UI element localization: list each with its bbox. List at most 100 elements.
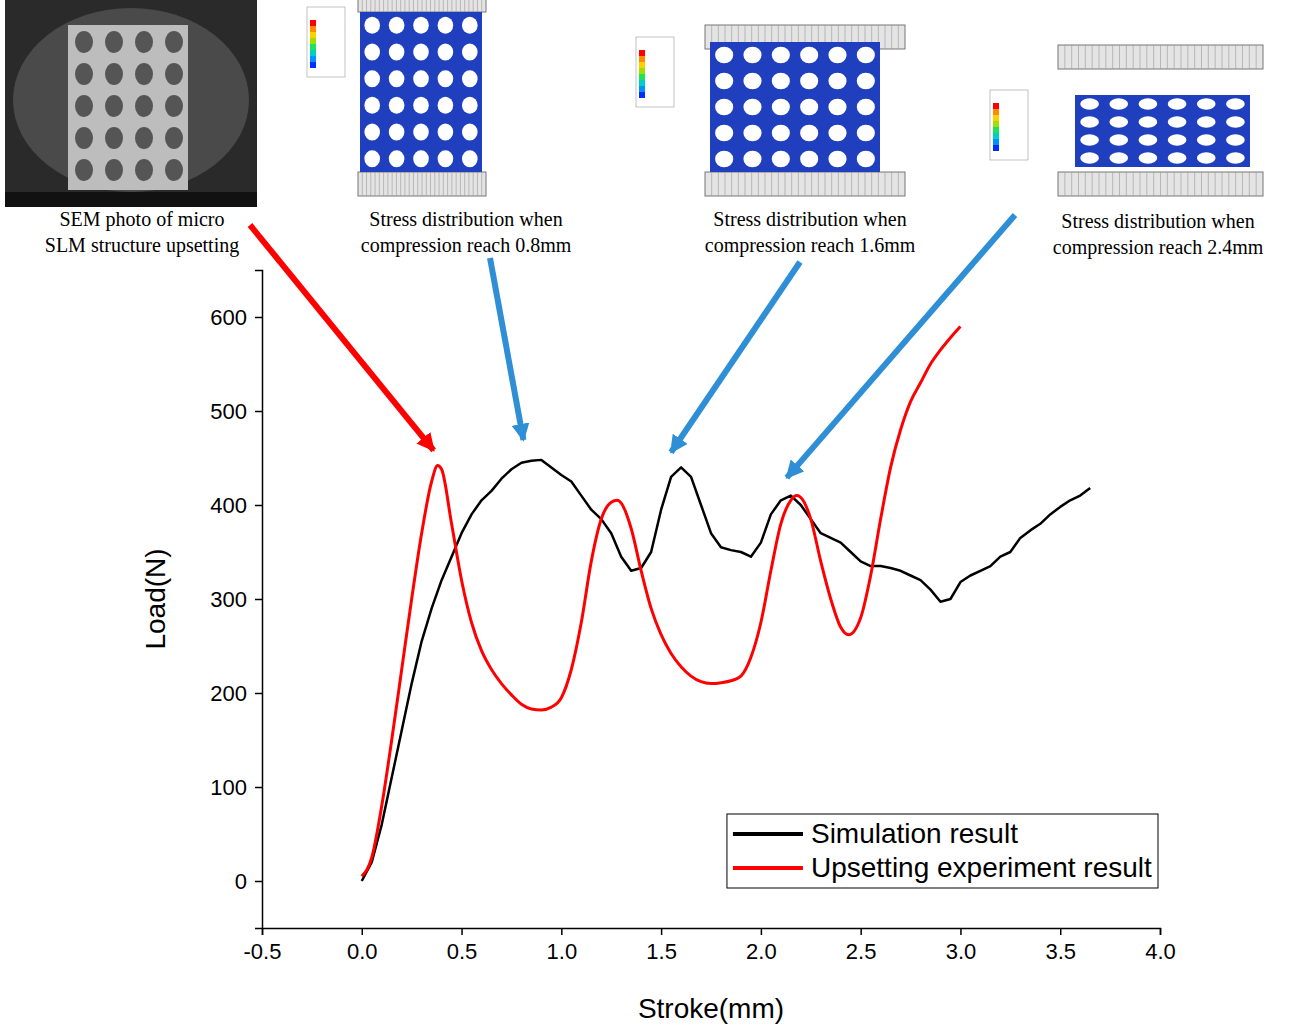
platen-grid: [858, 172, 859, 196]
lattice-cell: [715, 99, 733, 116]
y-tick-mark: [255, 599, 262, 601]
platen-grid: [1160, 172, 1161, 196]
lattice-cell: [1080, 152, 1099, 164]
platen-grid: [711, 172, 712, 196]
lattice-cell: [800, 99, 818, 116]
x-tick-label: 0.5: [447, 939, 478, 964]
stress-inset: [636, 25, 905, 196]
platen-grid: [1181, 172, 1182, 196]
legend-label: Upsetting experiment result: [811, 852, 1152, 883]
x-tick-label: 3.0: [946, 939, 977, 964]
platen-grid: [1105, 45, 1106, 69]
x-tick: 0.5: [447, 928, 478, 964]
platen-grid: [422, 0, 423, 12]
legend-label: Simulation result: [811, 818, 1018, 849]
platen-grid: [1153, 172, 1154, 196]
platen-grid: [1112, 172, 1113, 196]
annotation: Stress distribution whencompression reac…: [705, 208, 916, 257]
x-tick-mark: [960, 928, 962, 935]
platen-grid: [413, 0, 414, 12]
platen-grid: [811, 172, 812, 196]
photo-pore: [105, 31, 123, 53]
contour-key: [636, 37, 674, 107]
legend-item: Simulation result: [733, 818, 1018, 849]
platen-grid: [451, 172, 452, 196]
lattice-cell: [772, 47, 790, 64]
photo-pore: [135, 31, 153, 53]
platen-grid: [366, 0, 367, 12]
platen: [358, 0, 486, 12]
lattice-cell: [462, 17, 478, 34]
platen-grid: [851, 172, 852, 196]
platen-grid: [885, 25, 886, 49]
lattice-cell: [1197, 98, 1216, 110]
plot-marks: [362, 326, 1090, 881]
platen-grid: [447, 0, 448, 12]
platen-grid: [439, 172, 440, 196]
annotation-arrow: [490, 258, 523, 440]
y-tick-label: 100: [210, 775, 247, 800]
platen-grid: [1146, 172, 1147, 196]
lattice-cell: [1197, 134, 1216, 146]
platen-grid: [370, 0, 371, 12]
platen-grid: [878, 172, 879, 196]
platen-grid: [426, 172, 427, 196]
platen-grid: [838, 172, 839, 196]
legend-item: Upsetting experiment result: [733, 852, 1152, 883]
lattice-cell: [772, 151, 790, 168]
x-tick-label: 4.0: [1145, 939, 1176, 964]
platen-grid: [785, 172, 786, 196]
lattice-cell: [438, 17, 454, 34]
x-tick: 3.0: [946, 928, 977, 964]
platen-grid: [1228, 45, 1229, 69]
platen-grid: [1174, 45, 1175, 69]
stress-inset: [307, 0, 486, 196]
x-tick-mark: [860, 928, 862, 935]
platen-grid: [831, 172, 832, 196]
lattice-cell: [1080, 116, 1099, 128]
contour-swatch: [310, 44, 316, 50]
photo-bar: [5, 192, 257, 207]
contour-swatch: [639, 56, 645, 62]
insets: [5, 0, 1263, 207]
platen-grid: [1112, 45, 1113, 69]
x-tick: 3.5: [1045, 928, 1076, 964]
lattice-cell: [828, 47, 846, 64]
platen-grid: [375, 172, 376, 196]
contour-swatch: [310, 38, 316, 44]
platen-grid: [1187, 45, 1188, 69]
platen-grid: [1099, 172, 1100, 196]
x-tick-label: -0.5: [244, 939, 282, 964]
x-tick: 2.0: [746, 928, 777, 964]
x-tick: 1.5: [646, 928, 677, 964]
platen-grid: [439, 0, 440, 12]
lattice: [1075, 95, 1250, 167]
lattice-cell: [462, 70, 478, 87]
x-tick-mark: [461, 928, 463, 935]
annotation: SEM photo of microSLM structure upsettin…: [45, 208, 239, 257]
platen: [1058, 45, 1263, 69]
platen-grid: [396, 172, 397, 196]
platen-grid: [1181, 45, 1182, 69]
contour-swatch: [993, 133, 999, 139]
platen-grid: [765, 172, 766, 196]
platen: [358, 172, 486, 196]
y-tick-mark: [255, 317, 262, 319]
lattice: [360, 12, 482, 172]
y-tick: 0: [235, 869, 262, 894]
photo-pore: [75, 63, 93, 85]
platen-grid: [430, 172, 431, 196]
platen-grid: [409, 172, 410, 196]
platen-grid: [731, 172, 732, 196]
lattice-cell: [389, 43, 405, 60]
platen-grid: [400, 0, 401, 12]
lattice-cell: [800, 125, 818, 142]
lattice-cell: [364, 43, 380, 60]
contour-swatch: [993, 115, 999, 121]
platen-grid: [1085, 45, 1086, 69]
annotation-line: Stress distribution when: [1061, 210, 1254, 232]
platen-grid: [422, 172, 423, 196]
x-tick-label: 1.0: [547, 939, 578, 964]
x-tick-mark: [1060, 928, 1062, 935]
sem-photo: [5, 0, 257, 207]
